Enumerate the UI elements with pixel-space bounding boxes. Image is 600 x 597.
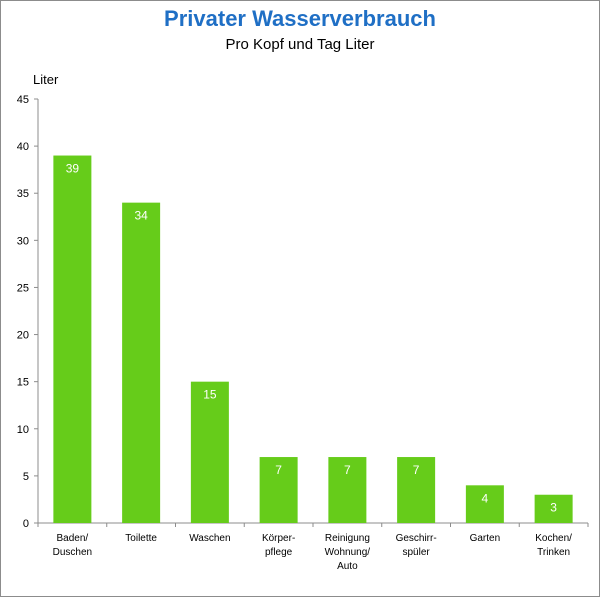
x-category-label: Garten (470, 533, 501, 544)
y-tick-label: 25 (17, 282, 29, 294)
chart-subtitle: Pro Kopf und Tag Liter (225, 36, 375, 53)
x-category-label: pflege (265, 547, 293, 558)
x-category-label: Duschen (53, 547, 92, 558)
x-category-label: Kochen/ (535, 533, 572, 544)
x-category-label: Wohnung/ (325, 547, 371, 558)
bar-value-label: 15 (203, 388, 217, 402)
y-tick-label: 35 (17, 188, 29, 200)
bar (397, 457, 436, 523)
y-tick-label: 5 (23, 471, 29, 483)
y-tick-label: 45 (17, 94, 29, 106)
bar-value-label: 3 (550, 501, 557, 515)
bar-value-label: 39 (66, 162, 80, 176)
x-category-label: spüler (403, 547, 431, 558)
x-category-label: Reinigung (325, 533, 370, 544)
bar-value-label: 34 (134, 209, 148, 223)
bar-value-label: 7 (344, 463, 351, 477)
y-tick-label: 0 (23, 518, 29, 530)
y-tick-label: 15 (17, 377, 29, 389)
bar (53, 155, 92, 524)
y-tick-label: 40 (17, 141, 29, 153)
bar (534, 494, 573, 523)
bar-value-label: 4 (482, 491, 489, 505)
y-tick-label: 30 (17, 235, 29, 247)
bar (122, 202, 161, 523)
x-category-label: Trinken (537, 547, 570, 558)
y-tick-label: 20 (17, 330, 29, 342)
x-category-label: Auto (337, 561, 358, 572)
bar (328, 457, 367, 523)
bar-value-label: 7 (413, 463, 420, 477)
bar (465, 485, 504, 523)
y-axis-label: Liter (33, 72, 59, 87)
x-category-label: Körper- (262, 533, 295, 544)
bar-value-label: 7 (275, 463, 282, 477)
x-category-label: Baden/ (57, 533, 89, 544)
x-category-label: Waschen (189, 533, 230, 544)
x-category-label: Geschirr- (396, 533, 437, 544)
bar (259, 457, 298, 523)
bar (190, 381, 229, 523)
chart-title: Privater Wasserverbrauch (164, 6, 436, 31)
y-tick-label: 10 (17, 424, 29, 436)
x-category-label: Toilette (125, 533, 157, 544)
